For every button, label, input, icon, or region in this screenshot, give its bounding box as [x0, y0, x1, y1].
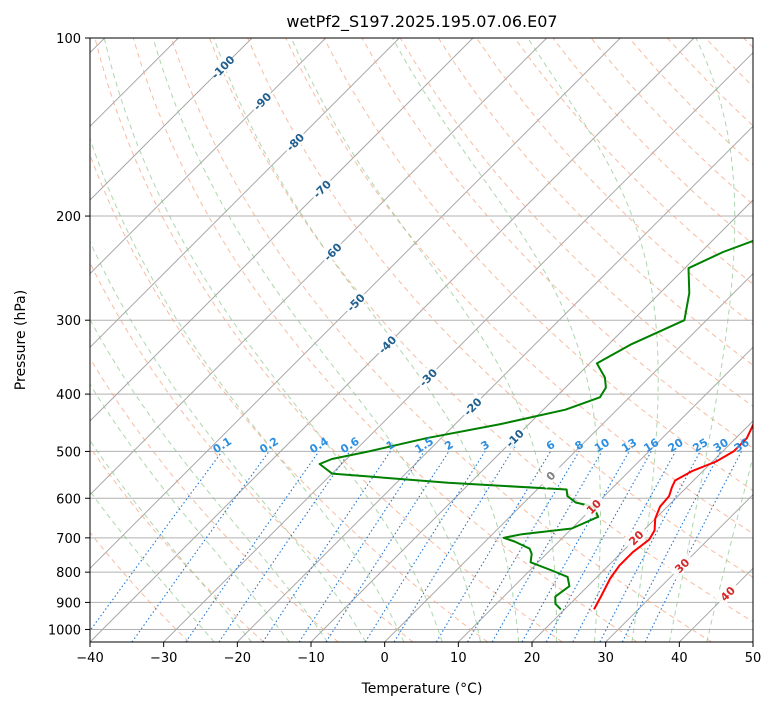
- dry-adiabat: [247, 38, 753, 578]
- isotherm-line: [90, 38, 621, 570]
- moist-adiabat: [90, 490, 215, 642]
- moist-adiabat: [213, 38, 520, 642]
- isotherm-label-bg: [281, 128, 308, 155]
- moist-adiabat: [152, 38, 481, 642]
- isotherm-line: [605, 493, 753, 642]
- dry-adiabat: [285, 38, 753, 535]
- temperature-profile: [593, 421, 753, 610]
- moist-adiabat: [90, 439, 252, 642]
- chart-title: wetPf2_S197.2025.195.07.06.E07: [286, 12, 557, 32]
- x-tick-label: 30: [597, 651, 614, 666]
- mixing-ratio-line: [90, 451, 223, 632]
- moist-adiabat: [527, 38, 659, 642]
- isotherm-line: [384, 272, 753, 642]
- isotherm-line: [163, 51, 753, 642]
- isotherm-label-bg: [414, 363, 441, 391]
- mixing-ratio-line: [521, 451, 630, 642]
- x-tick-label: −10: [297, 651, 324, 666]
- moist-adiabat: [103, 38, 443, 642]
- y-tick-label: 900: [56, 596, 81, 611]
- isotherm-line: [90, 38, 327, 275]
- x-tick-label: 50: [745, 651, 762, 666]
- dry-adiabat: [94, 38, 563, 642]
- dry-adiabat: [399, 38, 753, 408]
- isotherm-label-bg: [536, 461, 564, 489]
- isotherm-label-bg: [500, 424, 528, 451]
- isotherm-label-bg: [579, 492, 607, 520]
- isotherm-line: [457, 346, 753, 642]
- x-axis: −40 −30 −20 −10 0 10 20 30 40 50: [76, 642, 761, 666]
- x-tick-label: −40: [76, 651, 103, 666]
- mixing-ratio-line: [131, 451, 270, 642]
- x-tick-label: −30: [150, 651, 177, 666]
- mixing-ratio-line: [298, 451, 425, 642]
- x-axis-label: Temperature (°C): [361, 681, 483, 697]
- isotherm-label-bg: [458, 392, 486, 420]
- x-tick-label: −20: [224, 651, 251, 666]
- isotherm-line: [90, 38, 474, 422]
- y-tick-label: 100: [56, 32, 81, 47]
- moist-adiabat: [392, 38, 601, 642]
- isotherm-line: [90, 38, 548, 496]
- dry-adiabat: [209, 38, 753, 623]
- moist-adiabat: [90, 240, 367, 642]
- mixing-ratio-line: [262, 451, 391, 642]
- y-tick-label: 600: [56, 492, 81, 507]
- isotherm-label-bg: [713, 579, 741, 607]
- dry-adiabat: [170, 38, 712, 642]
- y-axis-label: Pressure (hPa): [13, 290, 29, 390]
- mixing-ratio-line: [644, 451, 742, 642]
- x-tick-label: 40: [671, 651, 688, 666]
- plot-frame: [89, 37, 754, 643]
- y-axis: 100 200 300 400 500 600 700 800 900 1000: [48, 32, 90, 638]
- dry-adiabat: [90, 446, 264, 642]
- isotherm-label-bg: [208, 52, 236, 80]
- moist-adiabat: [668, 38, 736, 642]
- y-tick-label: 200: [56, 210, 81, 225]
- dry-adiabat: [90, 531, 190, 642]
- mixing-ratio-line: [545, 451, 652, 642]
- y-tick-label: 400: [56, 388, 81, 403]
- mixing-ratio-line: [325, 451, 450, 642]
- moist-adiabat: [90, 383, 290, 642]
- dry-adiabat: [90, 153, 488, 642]
- x-tick-label: 0: [381, 651, 389, 666]
- y-tick-label: 1000: [48, 623, 81, 638]
- x-tick-label: 10: [450, 651, 467, 666]
- isotherm-label-bg: [622, 523, 649, 551]
- isotherm-label-bg: [341, 288, 369, 316]
- moist-adiabat: [90, 137, 405, 642]
- y-tick-label: 700: [56, 532, 81, 547]
- isotherm-label-bg: [667, 551, 695, 579]
- isotherm-line: [90, 38, 253, 201]
- dry-adiabat: [132, 38, 638, 642]
- mixing-ratio-line: [572, 451, 676, 642]
- mixing-ratio-line: [621, 451, 722, 642]
- isotherm-label-bg: [307, 174, 335, 202]
- isotherm-label-bg: [318, 237, 346, 265]
- dry-adiabat: [90, 357, 339, 642]
- isotherm-label-bg: [248, 87, 275, 115]
- dry-adiabat: [514, 38, 753, 285]
- y-tick-label: 300: [56, 314, 81, 329]
- x-tick-label: 20: [524, 651, 541, 666]
- mixing-ratio-line: [393, 451, 513, 642]
- isotherm-label-bg: [373, 330, 401, 358]
- dry-adiabat: [90, 261, 414, 642]
- y-tick-label: 800: [56, 566, 81, 581]
- y-tick-label: 500: [56, 445, 81, 460]
- dewpoint-profile: [318, 239, 753, 611]
- plot-area: [90, 38, 753, 642]
- mixing-ratio-line: [218, 451, 351, 642]
- mixing-ratio-line: [185, 451, 320, 642]
- isotherm-line: [236, 125, 753, 642]
